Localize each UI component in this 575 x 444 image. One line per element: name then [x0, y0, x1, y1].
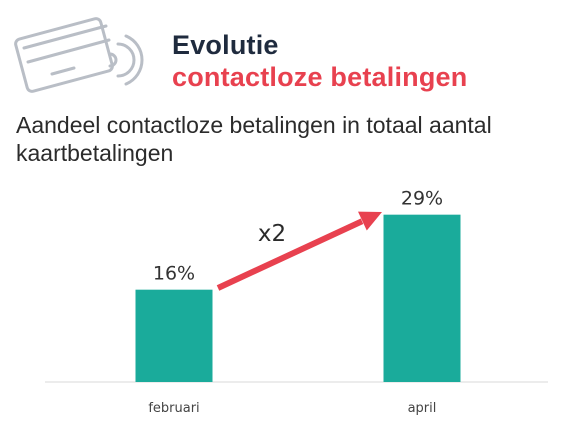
contactless-card-icon: [14, 17, 144, 93]
data-label-april: 29%: [401, 188, 443, 210]
growth-annotation: x2: [258, 221, 286, 247]
x-tick-label-februari: februari: [148, 401, 199, 416]
growth-arrow-shaft: [216, 218, 364, 291]
bar-april: [383, 214, 461, 382]
chart-subtitle: Aandeel contactloze betalingen in totaal…: [16, 112, 492, 166]
data-label-februari: 16%: [153, 263, 195, 285]
growth-arrow-head: [358, 211, 382, 231]
bar-februari: [135, 289, 213, 382]
chart-title-accent: contactloze betalingen: [172, 62, 468, 92]
x-tick-label-april: april: [408, 401, 437, 416]
chart-title: Evolutie: [172, 30, 279, 60]
